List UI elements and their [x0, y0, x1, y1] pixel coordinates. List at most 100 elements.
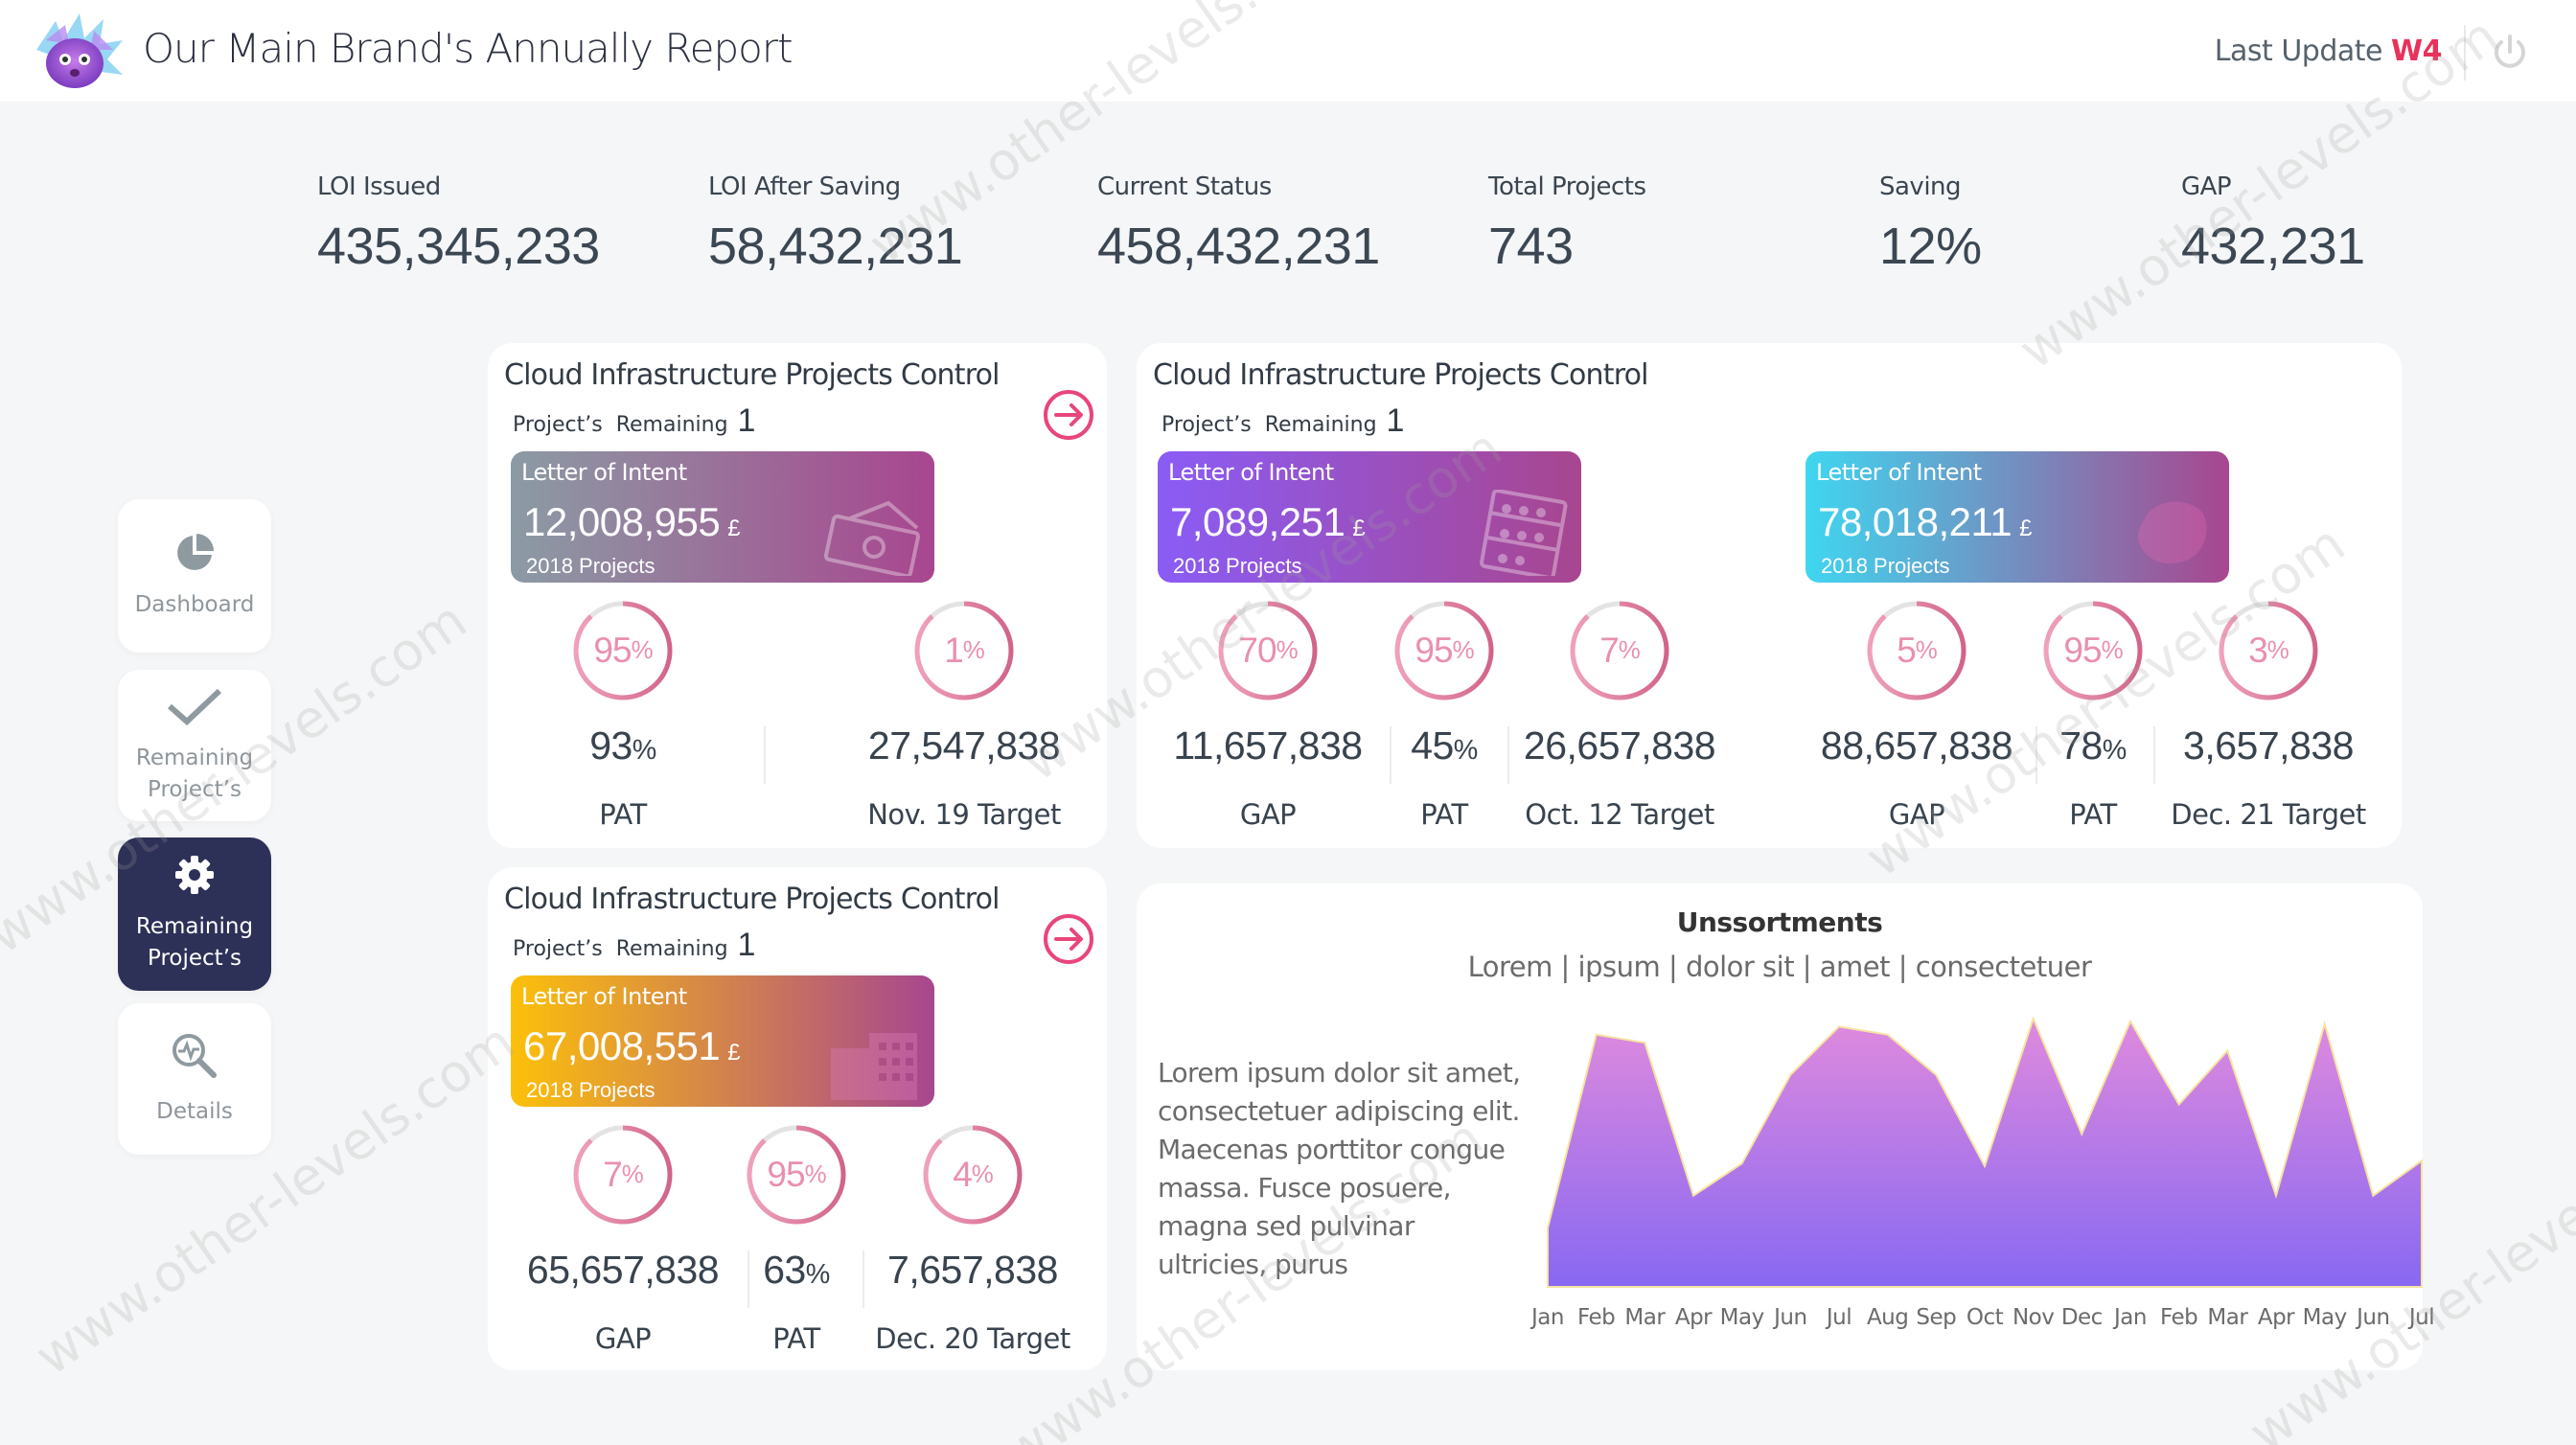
kpi-label: GAP [2181, 172, 2232, 201]
kpi-value: 58,432,231 [708, 218, 963, 275]
building-icon [821, 1014, 927, 1100]
kpi-label: Saving [1879, 172, 1962, 201]
metric-value: 11,657,838 [1153, 723, 1383, 768]
sidebar-item-remaining-project-s[interactable]: Remaining Project’s [118, 837, 271, 991]
column-divider [1507, 726, 1509, 784]
x-tick-label: Jun [2357, 1305, 2390, 1330]
ring-percent: 1% [913, 600, 1015, 701]
metric-label: GAP [1888, 798, 1945, 831]
metric-label: PAT [2069, 798, 2117, 831]
kpi-label: LOI After Saving [708, 172, 901, 201]
progress-ring: 7% [572, 1124, 674, 1226]
last-update-value: W4 [2391, 34, 2442, 68]
ring-percent: 95% [572, 600, 674, 701]
arrow-right-button[interactable] [1043, 913, 1094, 965]
metric-value: 26,657,838 [1505, 723, 1735, 768]
kpi-item: Saving 12% [1879, 172, 1982, 276]
progress-ring: 95% [572, 600, 674, 701]
card-title: Cloud Infrastructure Projects Control [504, 358, 1000, 392]
arrow-right-circle-icon [1044, 914, 1093, 964]
metric-label: Nov. 19 Target [867, 798, 1061, 831]
metric-number: 7,657,838 [887, 1248, 1058, 1292]
progress-ring: 95% [1393, 600, 1495, 701]
gear-icon [173, 854, 216, 911]
sidebar-item-details[interactable]: Details [118, 1003, 271, 1155]
metric-unit: % [2102, 735, 2128, 766]
area-series [1547, 1016, 2423, 1288]
power-icon[interactable] [2490, 33, 2530, 73]
x-tick-label: Jan [2114, 1305, 2147, 1330]
kpi-value: 12% [1879, 218, 1982, 275]
brand-logo-icon [36, 13, 123, 88]
metric-value: 7,657,838 [858, 1248, 1088, 1293]
metric-number: 45 [1411, 723, 1454, 768]
search-analytics-icon [170, 1031, 219, 1096]
progress-ring: 70% [1217, 600, 1319, 701]
x-tick-label: Sep [1916, 1305, 1957, 1330]
sidebar-item-remaining-project-s[interactable]: Remaining Project’s [118, 670, 271, 821]
sidebar-item-dashboard[interactable]: Dashboard [118, 499, 271, 653]
currency-symbol: £ [2019, 516, 2032, 541]
kpi-value: 458,432,231 [1097, 218, 1380, 275]
x-tick-label: Aug [1866, 1305, 1909, 1330]
kpi-label: Current Status [1097, 172, 1272, 201]
progress-ring: 7% [1569, 600, 1670, 701]
kpi-label: LOI Issued [317, 172, 441, 201]
x-tick-label: Apr [1674, 1305, 1713, 1330]
loi-label: Letter of Intent [1816, 459, 1982, 486]
kpi-label: Total Projects [1488, 172, 1646, 201]
sidebar-item-label: Dashboard [134, 591, 255, 617]
loi-label: Letter of Intent [521, 983, 687, 1010]
chart-card: Unssortments Lorem | ipsum | dolor sit |… [1137, 883, 2435, 1370]
projects-remaining-label: Project’s Remaining [513, 937, 728, 961]
metric-label: Dec. 21 Target [2171, 798, 2366, 831]
metric-number: 93 [589, 723, 632, 768]
ring-percent: 3% [2218, 600, 2319, 701]
currency-symbol: £ [727, 516, 741, 541]
ring-value: 95 [767, 1155, 805, 1194]
loi-amount: 78,018,211 £ [1818, 499, 2032, 545]
last-update: Last Update W4 [2215, 34, 2443, 68]
project-card: Cloud Infrastructure Projects Control Pro… [1137, 343, 2402, 848]
projects-remaining-count: 1 [1386, 402, 1405, 439]
x-tick-label: Oct [1966, 1305, 2004, 1330]
currency-symbol: £ [727, 1040, 741, 1066]
chart-subtitle: Lorem | ipsum | dolor sit | amet | conse… [1467, 951, 2092, 983]
metric-label: PAT [599, 798, 647, 831]
x-tick-label: Apr [2257, 1305, 2295, 1330]
percent-sign: % [1915, 636, 1938, 664]
loi-subtitle: 2018 Projects [526, 554, 656, 578]
column-divider [862, 1250, 864, 1308]
progress-ring: 5% [1866, 600, 1967, 701]
ring-percent: 95% [1393, 600, 1495, 701]
kpi-item: LOI After Saving 58,432,231 [708, 172, 963, 276]
ring-value: 7 [603, 1155, 623, 1194]
percent-sign: % [621, 1160, 644, 1188]
x-tick-label: Jun [1774, 1305, 1807, 1330]
ring-value: 70 [1238, 631, 1276, 670]
progress-ring: 95% [746, 1124, 847, 1226]
sidebar-item-label: Remaining Project’s [135, 745, 254, 802]
metric-label: GAP [594, 1322, 652, 1355]
loi-subtitle: 2018 Projects [1821, 554, 1950, 578]
loi-subtitle: 2018 Projects [526, 1078, 656, 1102]
ring-percent: 95% [746, 1124, 847, 1226]
ring-percent: 70% [1217, 600, 1319, 701]
projects-remaining: Project’s Remaining 1 [513, 402, 755, 440]
metric-unit: % [805, 1259, 831, 1290]
ring-percent: 4% [922, 1124, 1024, 1226]
arrow-right-button[interactable] [1043, 389, 1094, 441]
ring-percent: 95% [2042, 600, 2144, 701]
ring-percent: 7% [572, 1124, 674, 1226]
kpi-value: 435,345,233 [317, 218, 600, 275]
card-title: Cloud Infrastructure Projects Control [1153, 358, 1649, 392]
projects-remaining-count: 1 [737, 927, 756, 963]
loi-subtitle: 2018 Projects [1173, 554, 1302, 578]
letter-of-intent-box: Letter of Intent 78,018,211 £ 2018 Projects [1806, 451, 2229, 583]
kpi-item: LOI Issued 435,345,233 [317, 172, 600, 276]
kpi-item: Current Status 458,432,231 [1097, 172, 1380, 276]
percent-sign: % [804, 1160, 827, 1188]
loi-label: Letter of Intent [1168, 459, 1334, 486]
x-tick-label: Feb [1577, 1305, 1616, 1330]
currency-symbol: £ [1352, 516, 1366, 541]
